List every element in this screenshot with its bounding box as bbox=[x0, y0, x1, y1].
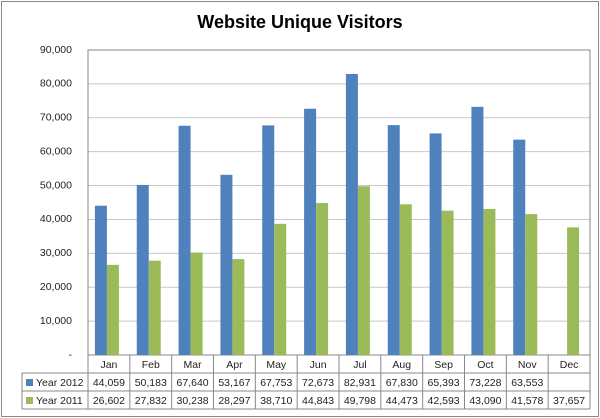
bar bbox=[262, 125, 275, 355]
data-table-value: 67,830 bbox=[386, 377, 418, 389]
x-tick-label: May bbox=[266, 359, 287, 371]
data-table-value: 37,657 bbox=[553, 395, 585, 407]
y-tick-label: 90,000 bbox=[40, 44, 72, 56]
bar bbox=[220, 174, 233, 355]
bar bbox=[357, 186, 370, 355]
bar bbox=[513, 139, 526, 355]
x-tick-label: Sep bbox=[434, 359, 453, 371]
data-table-value: 50,183 bbox=[135, 377, 167, 389]
bar bbox=[387, 125, 400, 355]
bar bbox=[178, 125, 191, 355]
chart-title: Website Unique Visitors bbox=[197, 12, 402, 32]
y-tick-label: 60,000 bbox=[40, 145, 72, 157]
x-tick-label: Apr bbox=[226, 359, 243, 371]
bar bbox=[232, 259, 245, 355]
data-table-value: 27,832 bbox=[135, 395, 167, 407]
bar bbox=[399, 204, 412, 355]
data-table-value: 30,238 bbox=[177, 395, 209, 407]
bar bbox=[525, 214, 538, 355]
y-tick-label: 40,000 bbox=[40, 213, 72, 225]
legend-label: Year 2011 bbox=[36, 395, 83, 407]
data-table-value: 38,710 bbox=[260, 395, 292, 407]
data-table-value: 44,473 bbox=[386, 395, 418, 407]
data-table-value: 42,593 bbox=[428, 395, 460, 407]
x-tick-label: Dec bbox=[560, 359, 579, 371]
bar bbox=[274, 223, 287, 355]
x-tick-label: Jul bbox=[353, 359, 366, 371]
x-tick-label: Jan bbox=[100, 359, 117, 371]
data-table-value: 73,228 bbox=[469, 377, 501, 389]
data-table-value: 63,553 bbox=[511, 377, 543, 389]
x-tick-label: Jun bbox=[310, 359, 327, 371]
bar bbox=[304, 108, 317, 356]
legend-swatch bbox=[26, 397, 33, 404]
data-table-value: 49,798 bbox=[344, 395, 376, 407]
x-tick-label: Aug bbox=[392, 359, 411, 371]
legend-label: Year 2012 bbox=[36, 377, 84, 389]
x-tick-label: Mar bbox=[184, 359, 203, 371]
bar bbox=[345, 73, 358, 355]
data-table-value: 43,090 bbox=[469, 395, 501, 407]
bar bbox=[471, 106, 484, 356]
x-tick-label: Feb bbox=[142, 359, 160, 371]
y-tick-label: 80,000 bbox=[40, 78, 72, 90]
bar bbox=[136, 184, 149, 355]
bar bbox=[483, 208, 496, 355]
bar bbox=[429, 133, 442, 355]
bar bbox=[190, 252, 203, 355]
data-table-value: 26,602 bbox=[93, 395, 125, 407]
data-table-value: 72,673 bbox=[302, 377, 334, 389]
data-table-value: 53,167 bbox=[218, 377, 250, 389]
data-table-value: 82,931 bbox=[344, 377, 376, 389]
bar bbox=[567, 227, 580, 355]
legend-swatch bbox=[26, 379, 33, 386]
x-tick-label: Nov bbox=[518, 359, 537, 371]
y-tick-label: 70,000 bbox=[40, 112, 72, 124]
y-tick-label: 20,000 bbox=[40, 281, 72, 293]
bar bbox=[441, 210, 454, 355]
bar bbox=[106, 264, 119, 355]
bar bbox=[316, 203, 329, 355]
bar bbox=[94, 205, 107, 355]
data-table-value: 67,640 bbox=[177, 377, 209, 389]
y-tick-label: 50,000 bbox=[40, 179, 72, 191]
data-table-value: 44,059 bbox=[93, 377, 125, 389]
data-table-value: 44,843 bbox=[302, 395, 334, 407]
y-tick-label: 30,000 bbox=[40, 247, 72, 259]
y-tick-label: - bbox=[69, 349, 73, 361]
data-table-value: 41,578 bbox=[511, 395, 543, 407]
x-tick-label: Oct bbox=[477, 359, 493, 371]
data-table-value: 67,753 bbox=[260, 377, 292, 389]
bar bbox=[148, 260, 161, 355]
y-tick-label: 10,000 bbox=[40, 315, 72, 327]
data-table-value: 28,297 bbox=[218, 395, 250, 407]
data-table-value: 65,393 bbox=[428, 377, 460, 389]
